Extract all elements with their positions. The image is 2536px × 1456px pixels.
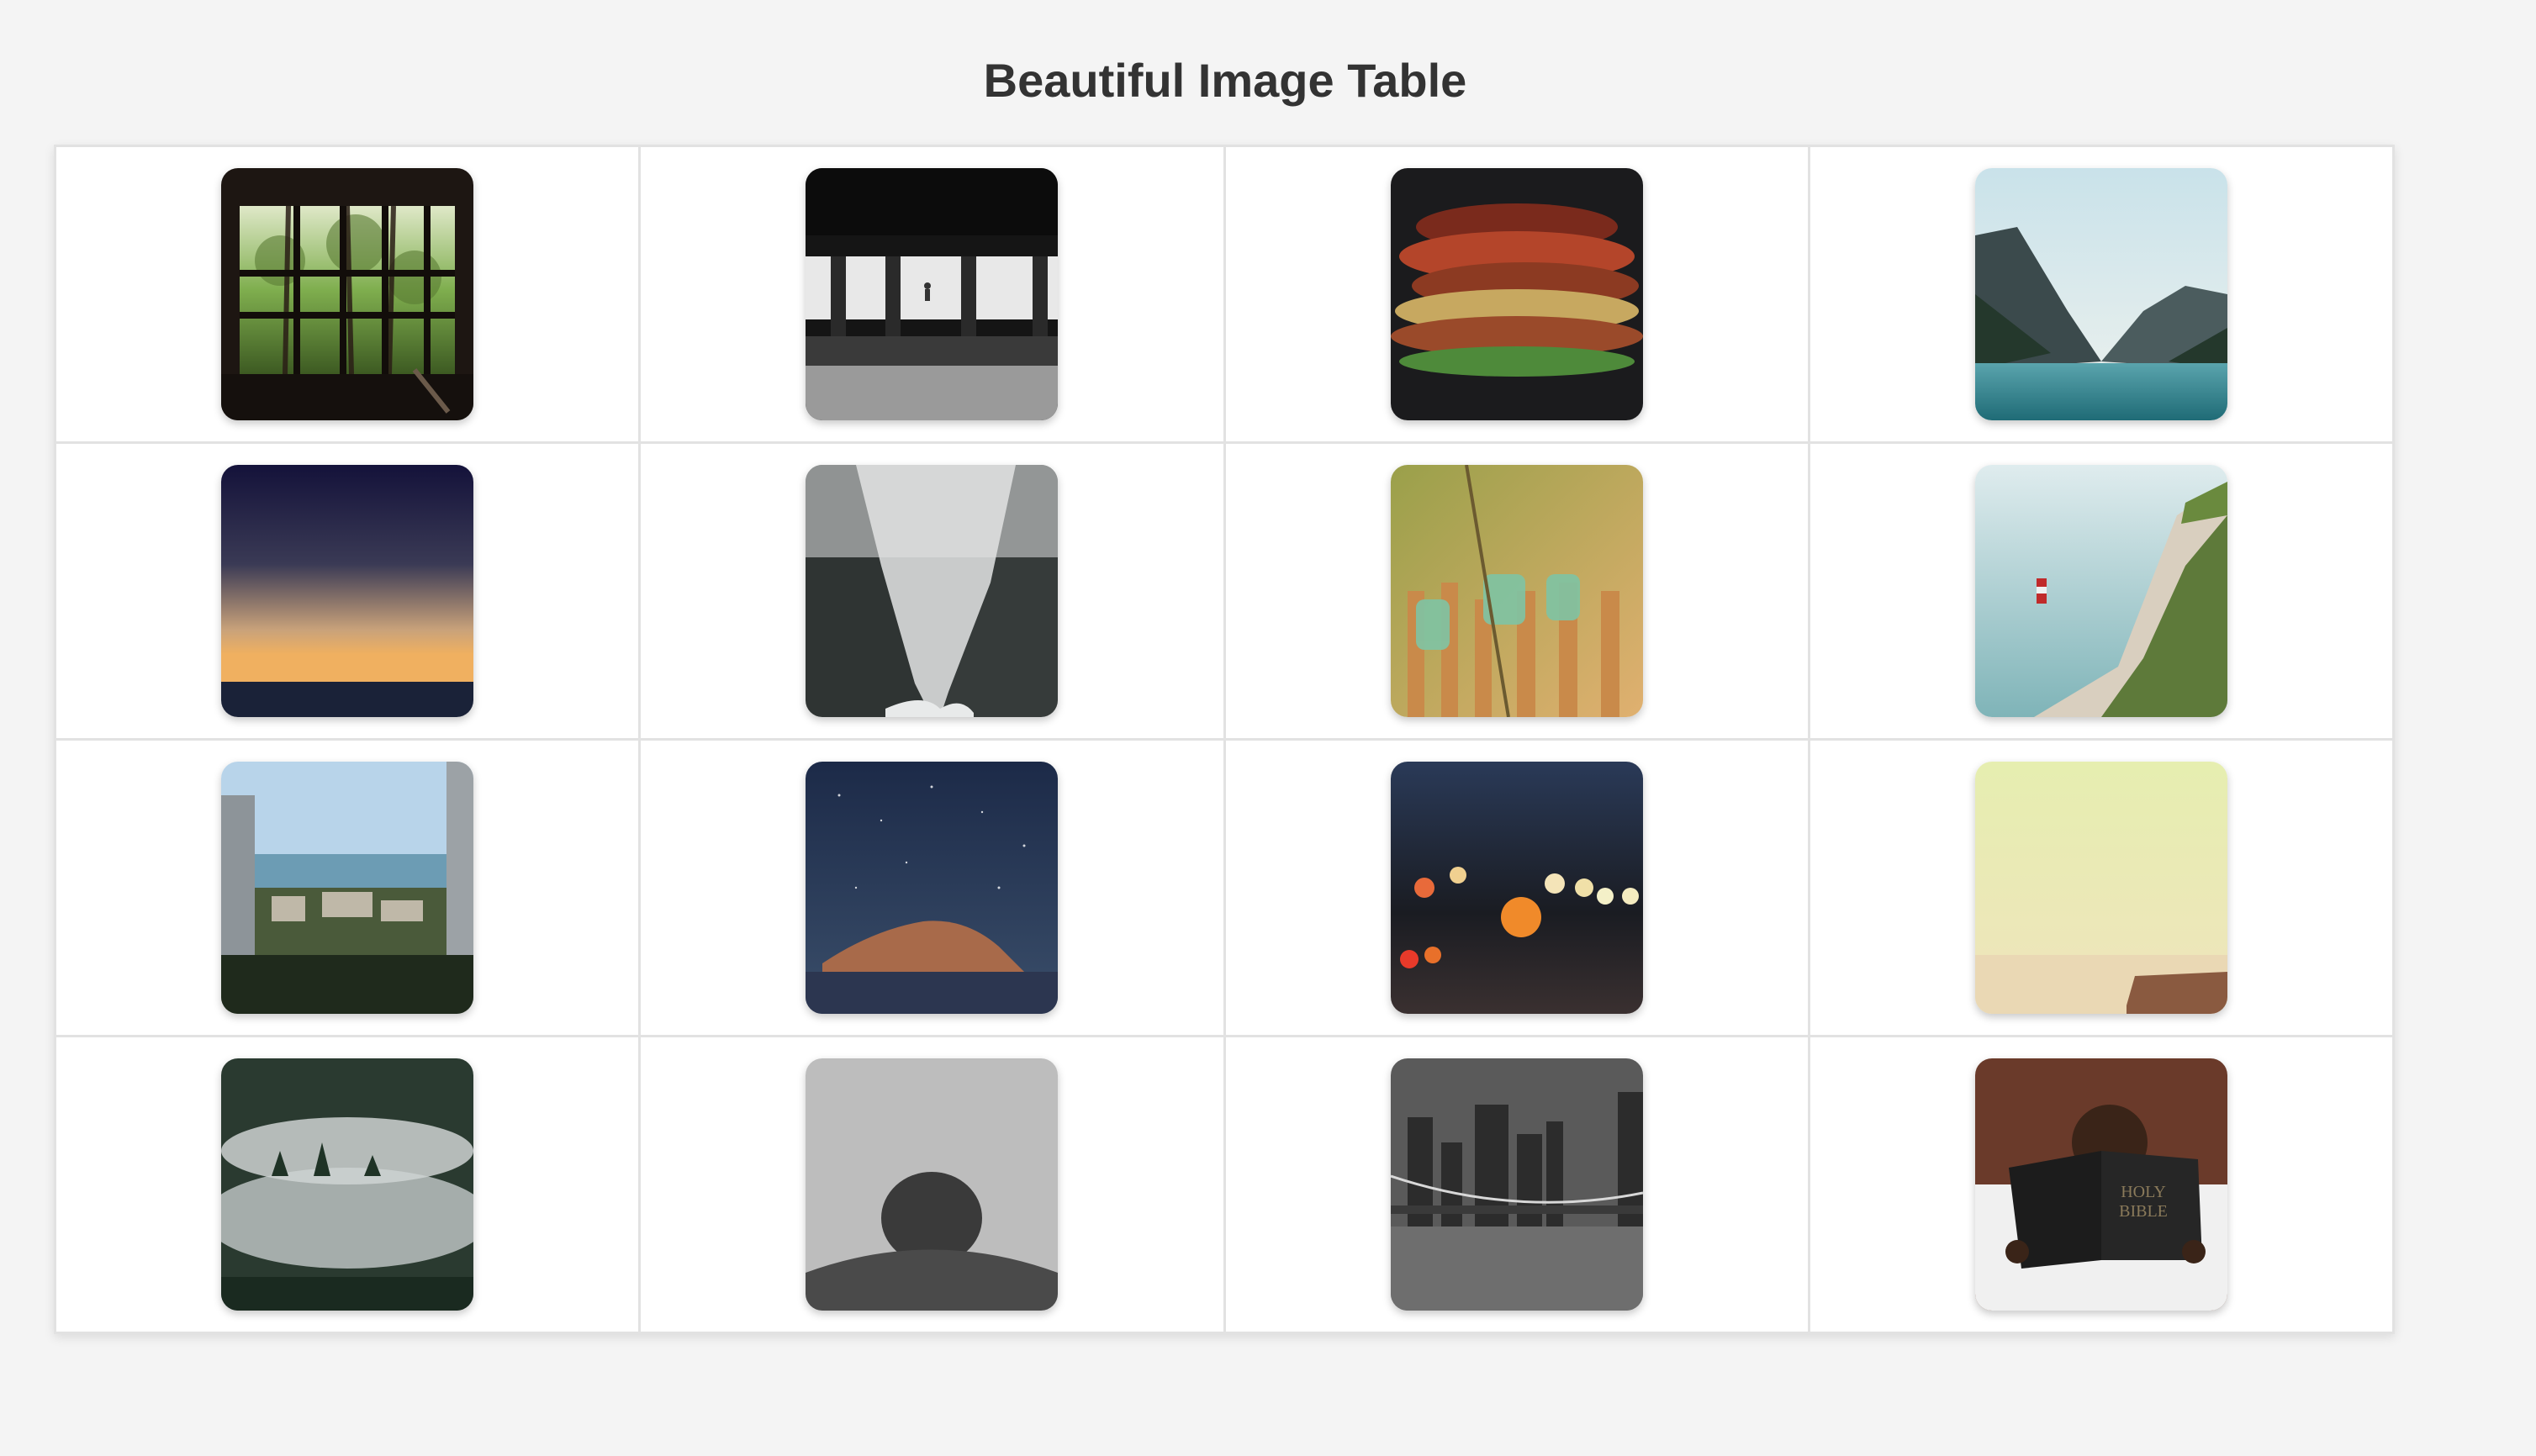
reading-bible-image[interactable]: HOLY BIBLE <box>1974 1058 2227 1311</box>
forest-window-image[interactable] <box>221 168 474 420</box>
table-row <box>53 738 2396 1037</box>
table-cell <box>1223 738 1810 1037</box>
table-cell <box>53 441 642 741</box>
city-bokeh-image[interactable] <box>1390 762 1643 1014</box>
misty-canyon-image[interactable] <box>806 465 1059 717</box>
table-row <box>53 441 2396 741</box>
cliff-lighthouse-image[interactable] <box>1974 465 2227 717</box>
table-cell <box>1223 441 1810 741</box>
autumn-leaves-image[interactable] <box>1390 168 1643 420</box>
table-cell <box>638 738 1226 1037</box>
foggy-forest-image[interactable] <box>221 1058 474 1311</box>
table-cell <box>53 145 642 444</box>
table-cell <box>53 1035 642 1334</box>
image-table: HOLY BIBLE <box>53 145 2396 1334</box>
bible-text: BIBLE <box>2119 1202 2168 1221</box>
hazy-beach-image[interactable] <box>1974 762 2227 1014</box>
holy-text: HOLY <box>2121 1183 2166 1201</box>
table-cell <box>1807 145 2396 444</box>
table-row <box>53 145 2396 444</box>
bridge-skyline-image[interactable] <box>1390 1058 1643 1311</box>
table-row: HOLY BIBLE <box>53 1035 2396 1334</box>
table-cell <box>1223 1035 1810 1334</box>
subway-platform-image[interactable] <box>806 168 1059 420</box>
starry-mountain-image[interactable] <box>806 762 1059 1014</box>
person-silhouette-image[interactable] <box>806 1058 1059 1311</box>
table-cell <box>53 738 642 1037</box>
mountain-lake-image[interactable] <box>1974 168 2227 420</box>
table-cell: HOLY BIBLE <box>1807 1035 2396 1334</box>
coastal-city-image[interactable] <box>221 762 474 1014</box>
page-title: Beautiful Image Table <box>983 54 1467 107</box>
green-bottles-fence-image[interactable] <box>1390 465 1643 717</box>
table-cell <box>638 441 1226 741</box>
table-cell <box>1807 441 2396 741</box>
sunset-ocean-image[interactable] <box>221 465 474 717</box>
table-cell <box>638 1035 1226 1334</box>
table-cell <box>1807 738 2396 1037</box>
table-cell <box>638 145 1226 444</box>
table-cell <box>1223 145 1810 444</box>
